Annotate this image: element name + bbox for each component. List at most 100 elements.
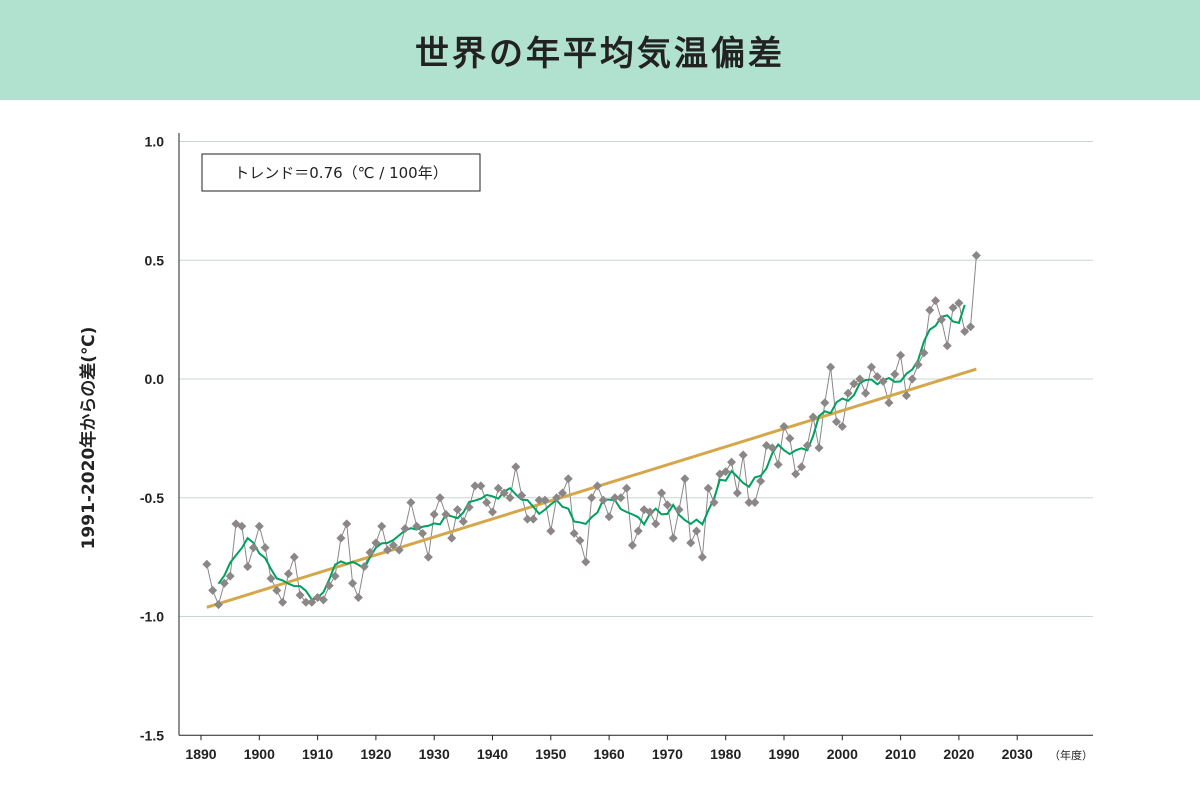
data-point-1930 [429,509,439,519]
data-point-2011 [901,391,911,401]
data-point-2000 [837,422,847,431]
data-point-1909 [307,597,317,607]
data-point-1948 [534,495,544,505]
x-tick-label: 1900 [244,746,275,762]
data-point-2007 [878,376,888,386]
data-point-1939 [482,498,492,507]
x-tick-label: 1930 [419,746,450,762]
data-point-1902 [266,574,276,583]
data-point-1893 [213,600,223,610]
data-point-1974 [686,538,696,548]
data-point-1955 [575,536,585,545]
data-point-1965 [633,526,643,536]
data-point-1981 [727,457,737,467]
data-point-1921 [377,521,387,531]
data-point-1986 [756,476,766,486]
data-point-1988 [767,443,777,453]
data-point-1945 [517,490,527,500]
y-tick-label: 0.5 [145,252,165,268]
data-point-1990 [779,422,789,431]
data-point-2009 [890,369,900,379]
x-tick-label: 2000 [827,746,858,762]
data-point-1942 [499,488,509,498]
data-point-1895 [225,571,235,581]
data-point-2016 [931,296,941,306]
data-point-1928 [418,528,428,538]
data-point-2015 [925,305,935,315]
data-point-1937 [470,481,480,491]
data-point-1950 [546,526,556,536]
data-point-1922 [383,545,393,555]
data-point-1931 [435,493,445,503]
data-point-2022 [966,322,976,332]
data-point-1976 [697,552,707,562]
data-point-1935 [458,517,468,526]
data-point-1952 [557,488,567,498]
data-point-1961 [610,493,620,503]
data-point-1953 [563,474,573,484]
data-point-1980 [721,467,731,477]
data-point-1964 [627,540,637,550]
x-tick-label: 2020 [943,746,974,762]
y-tick-labels: 1.0 0.5 0.0 -0.5 -1.0 -1.5 [140,134,164,744]
data-point-1996 [814,443,824,453]
data-point-2008 [884,398,894,408]
data-point-1968 [651,519,661,529]
y-axis-label: 1991-2020年からの差(℃) [78,327,99,550]
data-point-1894 [219,578,229,588]
title-banner: 世界の年平均気温偏差 [0,0,1200,100]
data-point-1929 [423,552,433,562]
y-tick-label: -1.5 [140,727,164,743]
data-point-2004 [861,388,871,398]
data-point-1891 [202,559,212,569]
x-tick-label: 1890 [185,746,216,762]
data-point-1901 [260,543,270,553]
data-point-1904 [278,597,288,607]
data-point-1940 [488,507,497,517]
data-point-1977 [703,483,713,493]
data-point-1919 [365,547,375,557]
data-point-1954 [569,528,579,538]
data-point-1912 [324,581,334,591]
data-point-1934 [453,505,463,515]
data-point-1917 [353,593,363,602]
data-point-1911 [318,595,328,605]
y-tick-label: -1.0 [140,609,164,625]
data-point-2023 [971,251,981,260]
x-tick-label: 1990 [768,746,799,762]
data-point-2020 [954,298,964,308]
data-point-1960 [604,512,614,522]
x-tick-label: 1910 [302,746,333,762]
data-point-1903 [272,585,282,595]
data-point-1913 [330,571,340,581]
data-point-1993 [796,462,806,472]
data-point-1958 [592,481,602,491]
data-point-1920 [371,538,381,548]
data-point-1936 [464,502,474,512]
data-point-1962 [616,493,626,503]
data-point-2012 [907,374,917,384]
data-point-2013 [913,360,923,370]
x-axis-unit: （年度） [1049,748,1093,762]
data-point-1995 [808,412,818,422]
x-tick-label: 2030 [1002,746,1033,762]
x-tick-label: 1940 [477,746,508,762]
data-point-1994 [802,441,812,450]
data-point-1967 [645,507,655,517]
data-point-1892 [208,585,218,595]
data-point-2017 [936,315,946,325]
data-point-1926 [406,498,416,507]
data-point-1957 [587,493,597,503]
data-point-1975 [692,526,702,536]
data-point-2005 [866,362,876,372]
data-point-2002 [849,379,859,389]
legend-box: トレンド＝0.76（℃ / 100年） [201,153,481,192]
data-point-1970 [662,500,672,510]
data-point-1918 [359,562,369,572]
x-tick-label: 1960 [594,746,625,762]
data-point-1963 [622,483,632,493]
data-point-1905 [283,569,293,579]
data-point-1907 [295,590,305,600]
data-point-1943 [505,493,515,503]
data-point-1956 [581,557,591,567]
